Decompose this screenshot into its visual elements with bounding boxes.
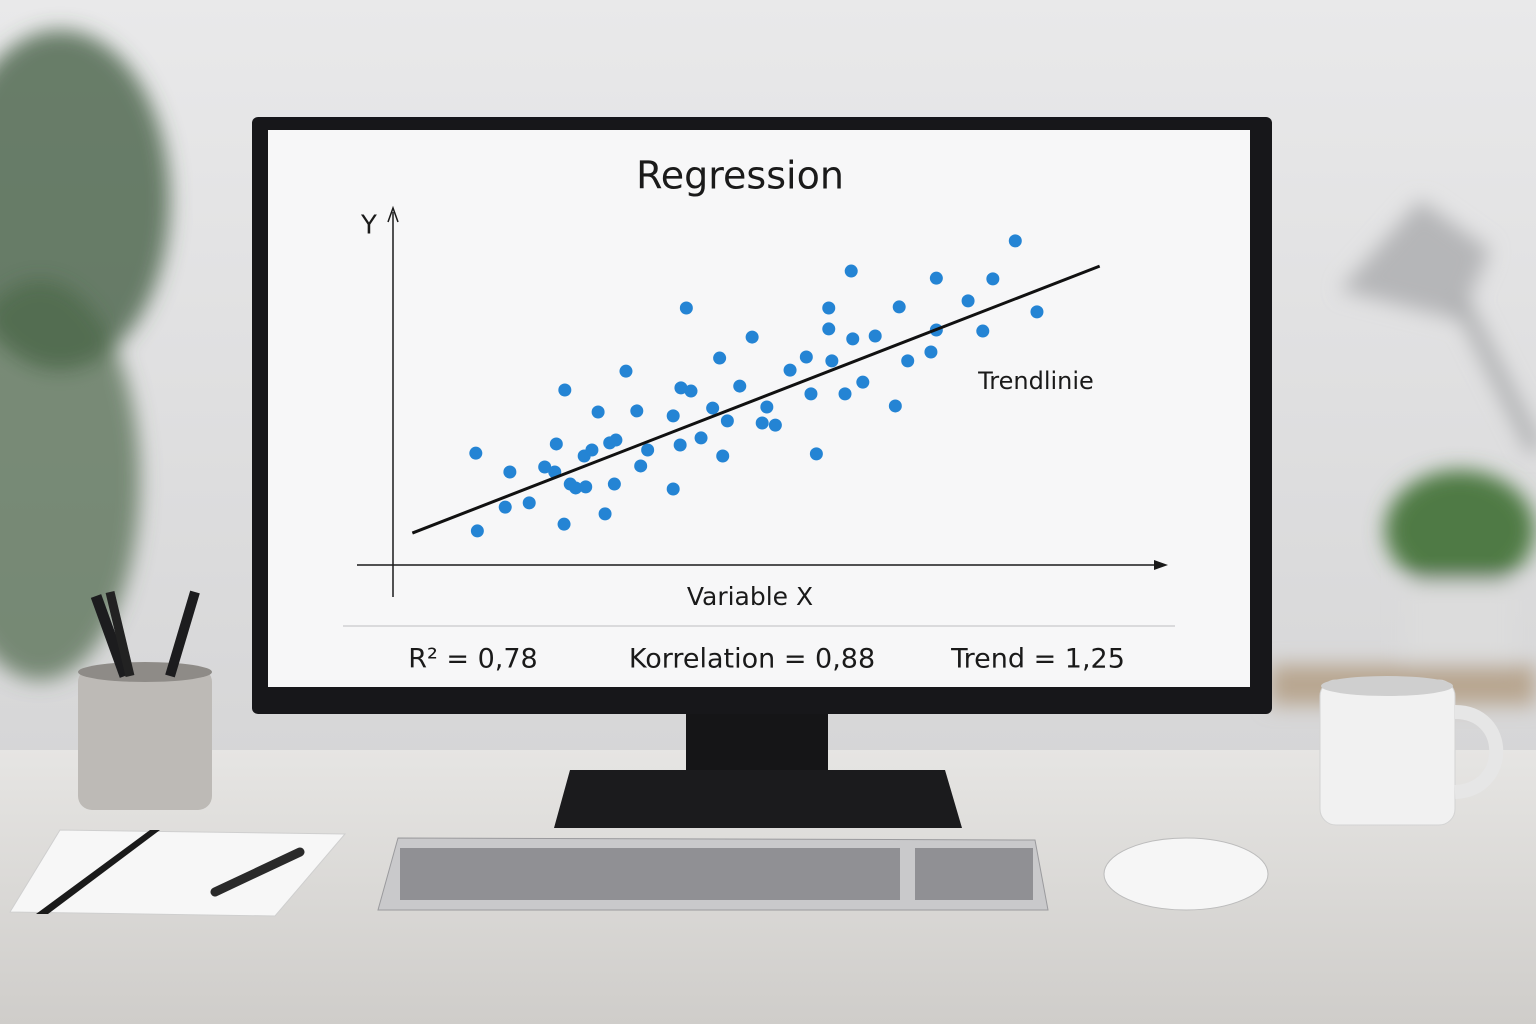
data-point (470, 524, 484, 538)
data-point (579, 480, 593, 494)
data-point (558, 383, 572, 397)
data-point (825, 354, 839, 368)
data-point (673, 438, 687, 452)
data-point (557, 517, 571, 531)
trendline-label: Trendlinie (977, 367, 1094, 395)
data-point (856, 375, 870, 389)
data-point (760, 400, 774, 414)
x-axis-label: Variable X (687, 582, 813, 611)
data-point (609, 433, 623, 447)
data-point (666, 409, 680, 423)
lamp (1340, 200, 1536, 454)
data-point (844, 264, 858, 278)
axes (343, 205, 1175, 627)
data-point (498, 500, 512, 514)
data-point (901, 354, 915, 368)
data-point (679, 301, 693, 315)
data-point (838, 387, 852, 401)
data-point (799, 350, 813, 364)
data-point (619, 364, 633, 378)
data-point (630, 404, 644, 418)
data-point (929, 271, 943, 285)
chart-title: Regression (636, 154, 844, 198)
data-point (733, 379, 747, 393)
data-point (720, 414, 734, 428)
keyboard (377, 837, 1049, 911)
mug (1319, 676, 1504, 826)
data-point (1008, 234, 1022, 248)
data-point (888, 399, 902, 413)
data-point (755, 416, 769, 430)
data-point (822, 301, 836, 315)
data-point (783, 363, 797, 377)
data-point (822, 322, 836, 336)
data-point (961, 294, 975, 308)
data-point (585, 443, 599, 457)
data-point (1030, 305, 1044, 319)
data-point (713, 351, 727, 365)
data-point (598, 507, 612, 521)
data-point (846, 332, 860, 346)
data-point (694, 431, 708, 445)
pen-holder (78, 590, 212, 810)
stat-label: Korrelation = 0,88 (629, 644, 875, 675)
data-point (549, 437, 563, 451)
data-point (976, 324, 990, 338)
data-point (768, 418, 782, 432)
mouse (1103, 837, 1269, 911)
stat-label: R² = 0,78 (408, 644, 538, 675)
data-point (674, 381, 688, 395)
trendline (411, 264, 1101, 535)
data-point (503, 465, 517, 479)
data-point (641, 443, 655, 457)
data-point (986, 272, 1000, 286)
data-point (634, 459, 648, 473)
data-point (666, 482, 680, 496)
data-point (868, 329, 882, 343)
data-point (745, 330, 759, 344)
data-point (607, 477, 621, 491)
data-point (591, 405, 605, 419)
y-axis-label: Y (360, 211, 377, 241)
data-point (809, 447, 823, 461)
screen (268, 130, 1250, 687)
data-point (538, 460, 552, 474)
data-point (522, 496, 536, 510)
data-point (804, 387, 818, 401)
data-point (716, 449, 730, 463)
data-point (706, 401, 720, 415)
data-point (924, 345, 938, 359)
plant-left (0, 30, 170, 680)
data-point (892, 300, 906, 314)
notebook (9, 829, 347, 917)
data-point (569, 481, 583, 495)
data-point (469, 446, 483, 460)
data-point (684, 384, 698, 398)
plant-right (1270, 470, 1536, 705)
stat-label: Trend = 1,25 (950, 644, 1125, 675)
